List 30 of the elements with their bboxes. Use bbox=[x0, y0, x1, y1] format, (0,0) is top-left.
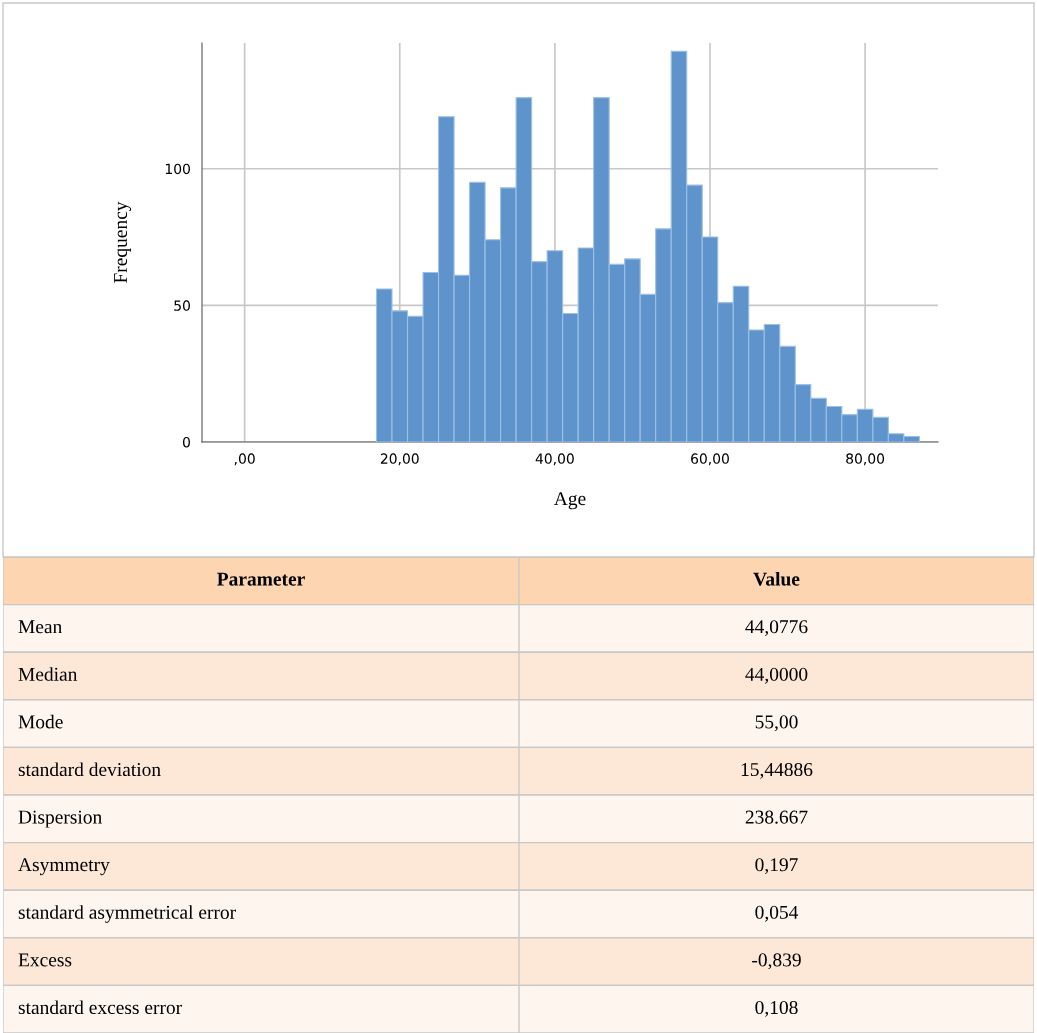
text: 0,197 bbox=[755, 858, 798, 875]
y-tick-label: 100 bbox=[165, 163, 190, 175]
x-axis-title: Age bbox=[553, 492, 586, 510]
category-label: Mean bbox=[18, 620, 62, 634]
text: 238.667 bbox=[745, 810, 808, 824]
x-tick-label: ,00 bbox=[234, 453, 255, 466]
category-label: Median bbox=[18, 667, 78, 681]
category-label: standard excess error bbox=[18, 1000, 182, 1015]
text: 0,108 bbox=[755, 1000, 798, 1017]
text: 44,0776 bbox=[745, 620, 808, 637]
x-tick-label: 80,00 bbox=[846, 453, 885, 466]
text: 55,00 bbox=[755, 715, 798, 732]
x-tick-label: 60,00 bbox=[691, 453, 729, 466]
x-tick-label: 40,00 bbox=[535, 453, 574, 466]
y-axis-title: Frequency bbox=[114, 201, 132, 283]
category-label: standard deviation bbox=[18, 762, 161, 777]
category-label: Dispersion bbox=[18, 810, 102, 828]
category-label: Mode bbox=[18, 714, 63, 729]
y-tick-label: 50 bbox=[174, 300, 190, 311]
category-label: Value bbox=[753, 571, 800, 586]
y-tick-label: 0 bbox=[182, 436, 190, 448]
text: 15,44886 bbox=[741, 762, 813, 779]
category-label: Excess bbox=[18, 953, 72, 967]
x-tick-label: 20,00 bbox=[380, 453, 419, 466]
text: -0,839 bbox=[752, 953, 801, 970]
category-label: Asymmetry bbox=[18, 858, 110, 876]
category-label: Parameter bbox=[217, 572, 305, 586]
category-label: standard asymmetrical error bbox=[18, 905, 236, 923]
text: 0,054 bbox=[755, 905, 799, 922]
text: 44,0000 bbox=[745, 667, 808, 684]
